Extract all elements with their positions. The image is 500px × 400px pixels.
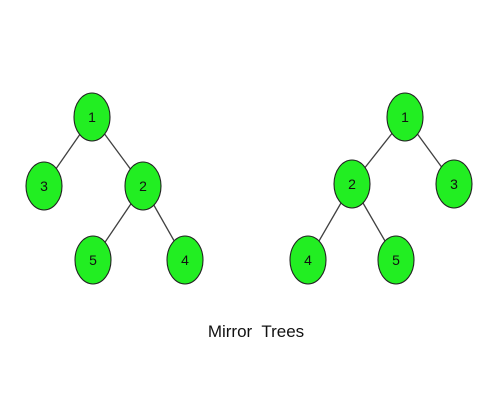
original-tree-node-circle xyxy=(166,235,204,285)
original-tree-node-label: 1 xyxy=(88,109,96,125)
mirror-tree-node-label: 4 xyxy=(304,252,312,268)
original-tree-node-3: 3 xyxy=(25,161,63,211)
original-tree-node-circle xyxy=(73,92,111,142)
mirror-tree-node-5: 5 xyxy=(377,235,415,285)
mirror-tree-node-label: 5 xyxy=(392,252,400,268)
mirror-tree-node-4: 4 xyxy=(289,235,327,285)
original-tree-node-circle xyxy=(74,235,112,285)
original-tree-node-4: 4 xyxy=(166,235,204,285)
original-tree-node-label: 3 xyxy=(40,178,48,194)
mirror-tree-node-label: 1 xyxy=(401,109,409,125)
original-tree-node-5: 5 xyxy=(74,235,112,285)
original-tree-node-label: 4 xyxy=(181,252,189,268)
nodes-layer: 1 3 2 5 4 1 2 3 4 5 xyxy=(25,92,473,285)
original-tree-node-circle xyxy=(124,161,162,211)
original-tree-node-label: 2 xyxy=(139,178,147,194)
mirror-tree-node-label: 3 xyxy=(450,176,458,192)
mirror-tree-node-circle xyxy=(386,92,424,142)
mirror-tree-node-2: 2 xyxy=(333,159,371,209)
original-tree-node-1: 1 xyxy=(73,92,111,142)
mirror-tree-node-circle xyxy=(289,235,327,285)
mirror-tree-node-circle xyxy=(333,159,371,209)
mirror-tree-node-label: 2 xyxy=(348,176,356,192)
mirror-tree-node-circle xyxy=(377,235,415,285)
mirror-tree-node-1: 1 xyxy=(386,92,424,142)
original-tree-node-label: 5 xyxy=(89,252,97,268)
mirror-tree-node-3: 3 xyxy=(435,159,473,209)
mirror-tree-node-circle xyxy=(435,159,473,209)
original-tree-node-2: 2 xyxy=(124,161,162,211)
original-tree-node-circle xyxy=(25,161,63,211)
diagram-caption: Mirror Trees xyxy=(207,322,305,341)
